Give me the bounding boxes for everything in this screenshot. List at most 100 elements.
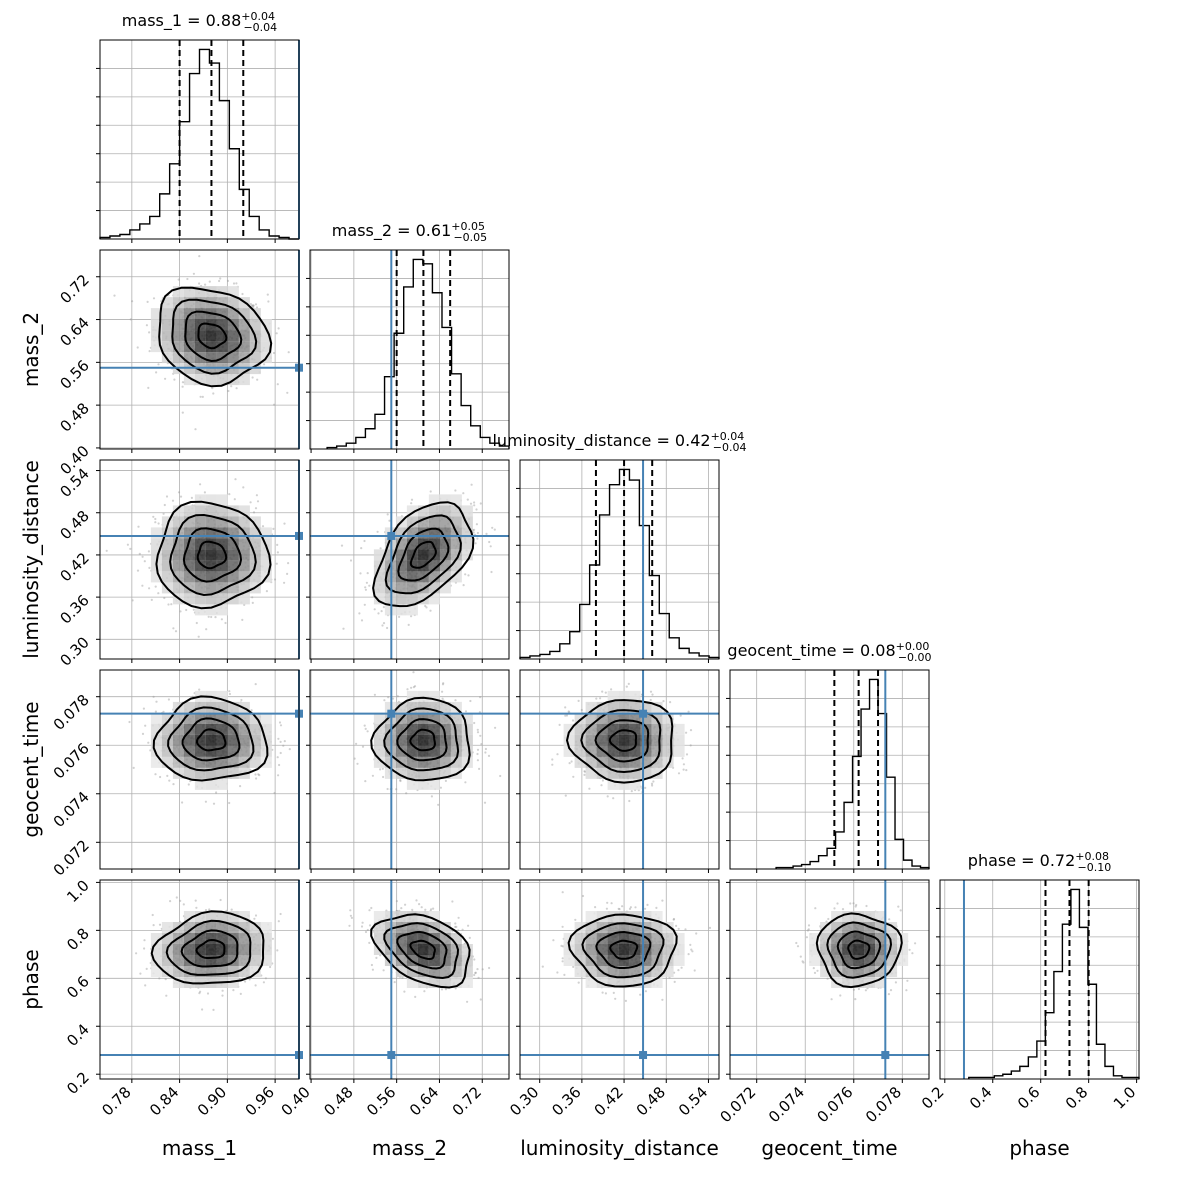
density-cell	[406, 571, 418, 583]
density-cell	[395, 560, 407, 572]
density-cell	[428, 560, 440, 572]
sample-point	[571, 719, 575, 722]
density-cell	[194, 297, 206, 309]
density-cell	[238, 549, 250, 561]
panel-frame	[99, 39, 300, 240]
sample-point	[232, 282, 236, 285]
density-cell	[205, 560, 217, 572]
sample-point	[239, 785, 242, 788]
sample-point	[276, 551, 279, 554]
sample-point	[147, 550, 150, 553]
sample-point	[143, 560, 146, 563]
sample-point	[479, 734, 482, 737]
sample-point	[382, 622, 386, 625]
sample-point	[138, 552, 141, 555]
sample-point	[163, 503, 166, 507]
density-cell	[651, 745, 663, 757]
density-cell	[439, 527, 451, 539]
sample-point	[167, 603, 170, 606]
density-cell	[227, 308, 239, 320]
density-cell	[227, 330, 239, 342]
density-cell	[161, 319, 173, 331]
density-cell	[439, 582, 451, 594]
density-cell	[205, 341, 217, 353]
sample-point	[588, 787, 591, 790]
density-cell	[417, 549, 429, 561]
sample-point	[652, 780, 655, 783]
density-cell	[428, 582, 440, 594]
contour-level-1	[409, 540, 437, 569]
sample-point	[147, 386, 150, 389]
density-cell	[227, 549, 239, 561]
density-cell	[205, 374, 217, 386]
density-cell	[618, 778, 630, 790]
sample-point	[219, 277, 222, 280]
sample-point	[381, 624, 384, 627]
density-cell	[428, 494, 440, 506]
scatter-panel-luminosity_distance-vs-geocent_time	[516, 669, 720, 873]
density-cell	[238, 593, 250, 605]
histogram-panel-luminosity_distance: luminosity_distance = 0.42+0.04 −0.04	[492, 430, 747, 663]
density-cell	[395, 582, 407, 594]
sample-point	[263, 363, 266, 366]
sample-point	[487, 754, 491, 758]
sample-point	[169, 900, 172, 903]
density-cell	[216, 516, 228, 528]
density-cell	[406, 549, 418, 561]
density-cell	[428, 593, 440, 605]
sample-point	[364, 727, 367, 731]
sample-point	[276, 949, 279, 952]
sample-point	[235, 387, 238, 390]
title-lower-error: −0.00	[898, 651, 932, 664]
contour-level-1	[196, 540, 228, 570]
title-value: mass_1 = 0.88	[122, 11, 241, 31]
density-cell	[205, 527, 217, 539]
density-cell	[183, 297, 195, 309]
sample-point	[483, 801, 487, 804]
sample-point	[192, 272, 195, 275]
sample-point	[379, 547, 382, 550]
sample-point	[244, 980, 247, 983]
sample-point	[462, 492, 465, 495]
sample-point	[682, 768, 685, 771]
sample-point	[251, 376, 254, 379]
density-cell	[183, 723, 195, 735]
density-cell	[417, 756, 429, 768]
sample-point	[472, 531, 475, 534]
density-cell	[227, 297, 239, 309]
density-cell	[205, 494, 217, 506]
sample-point	[476, 752, 479, 756]
title-lower-error: −0.04	[243, 21, 277, 34]
density-cell	[260, 560, 272, 572]
sample-point	[556, 753, 559, 756]
density-cell	[428, 516, 440, 528]
sample-point	[410, 502, 413, 505]
sample-point	[131, 599, 134, 602]
sample-point	[277, 737, 280, 740]
sample-point	[276, 756, 279, 759]
sample-point	[240, 698, 243, 702]
density-cell	[673, 734, 685, 746]
sample-point	[252, 511, 256, 514]
density-cell	[618, 767, 630, 779]
density-cell	[395, 604, 407, 616]
sample-point	[206, 992, 210, 995]
sample-point	[265, 590, 268, 593]
sample-point	[349, 559, 353, 562]
sample-point	[136, 569, 140, 572]
density-cell	[216, 286, 228, 298]
sample-point	[577, 699, 580, 703]
density-cell	[417, 734, 429, 746]
sample-point	[625, 685, 628, 688]
density-cell	[183, 571, 195, 583]
density-cell	[260, 341, 272, 353]
sample-point	[272, 527, 275, 531]
sample-point	[141, 584, 144, 587]
sample-point	[490, 570, 493, 574]
density-cell	[150, 308, 162, 320]
density-cell	[183, 712, 195, 724]
sample-point	[207, 615, 210, 618]
sample-point	[564, 706, 567, 709]
contour-level-3	[169, 513, 257, 597]
sample-point	[252, 304, 255, 307]
